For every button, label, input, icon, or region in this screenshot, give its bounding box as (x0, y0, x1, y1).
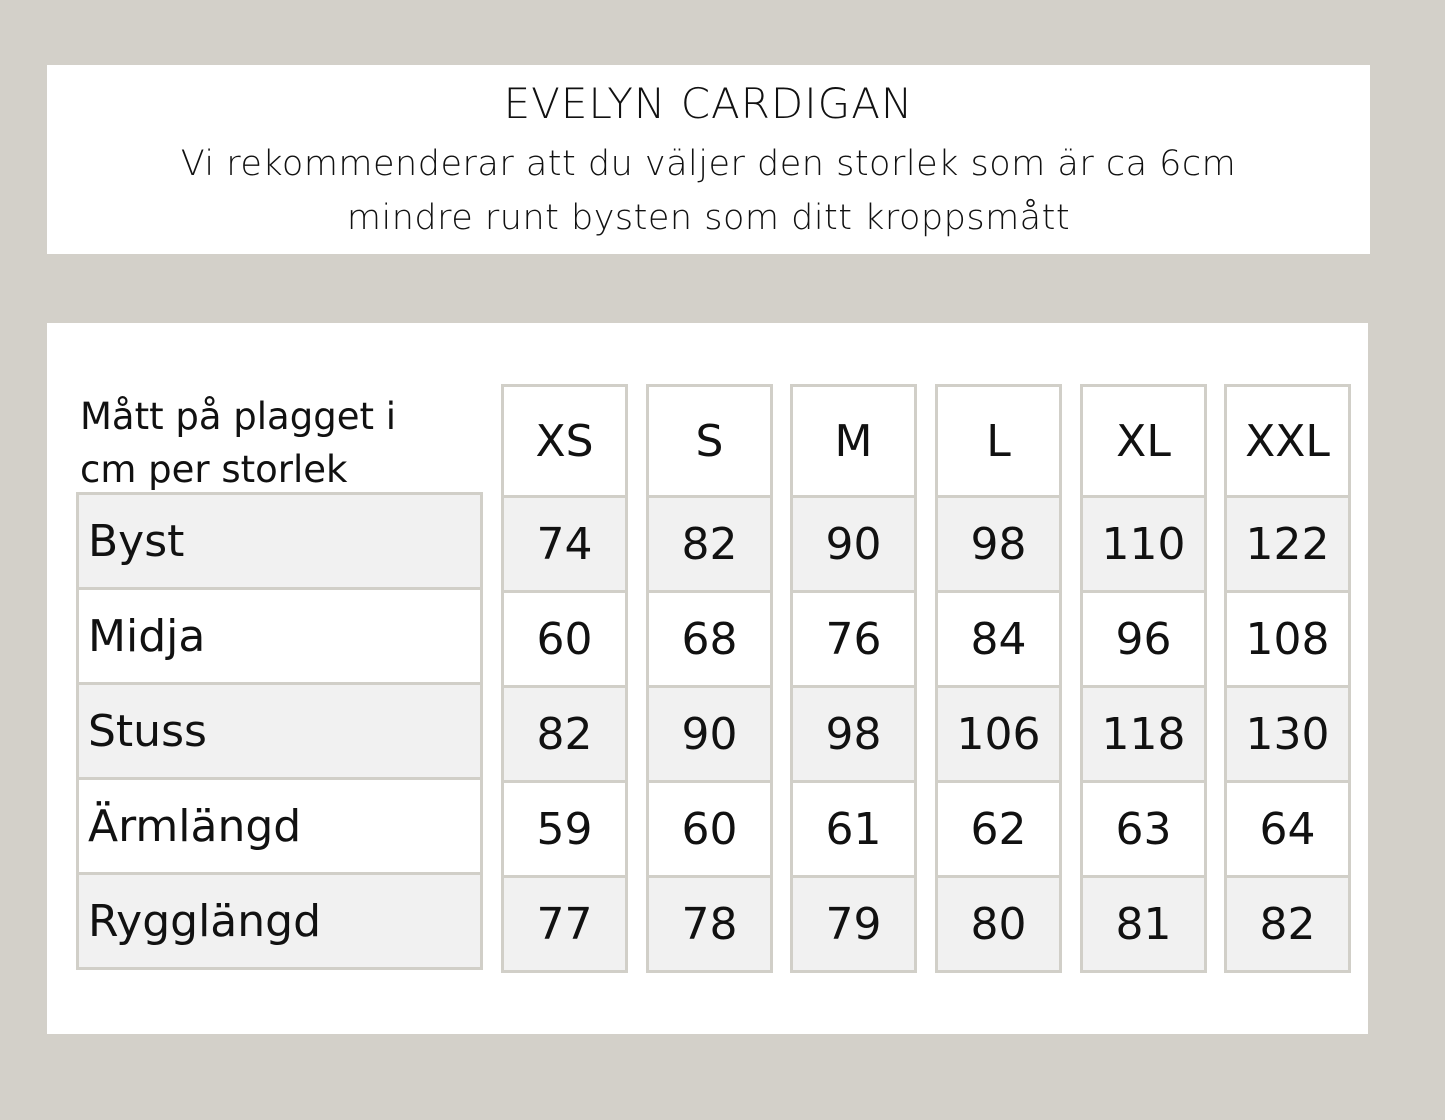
size-column: XS 74 60 82 59 77 (501, 384, 628, 973)
measurement-cell: 77 (501, 875, 628, 973)
measurement-cell: 82 (501, 685, 628, 783)
measurement-cell: 130 (1224, 685, 1351, 783)
size-recommendation: Vi rekommenderar att du väljer den storl… (47, 137, 1370, 245)
size-header: XL (1080, 384, 1207, 498)
size-column: L 98 84 106 62 80 (935, 384, 1062, 973)
row-label: Rygglängd (76, 872, 483, 970)
measurement-cell: 63 (1080, 780, 1207, 878)
measurement-cell: 118 (1080, 685, 1207, 783)
measurement-cell: 79 (790, 875, 917, 973)
measurement-cell: 82 (646, 495, 773, 593)
measurement-cell: 64 (1224, 780, 1351, 878)
header-box: EVELYN CARDIGAN Vi rekommenderar att du … (47, 65, 1370, 254)
measurement-cell: 96 (1080, 590, 1207, 688)
recommendation-line-1: Vi rekommenderar att du väljer den storl… (180, 144, 1237, 184)
measurement-cell: 84 (935, 590, 1062, 688)
measurement-cell: 59 (501, 780, 628, 878)
measurement-cell: 110 (1080, 495, 1207, 593)
row-label: Midja (76, 587, 483, 685)
row-label: Byst (76, 492, 483, 590)
measurement-cell: 122 (1224, 495, 1351, 593)
measurement-cell: 61 (790, 780, 917, 878)
measurement-cell: 74 (501, 495, 628, 593)
measurement-cell: 90 (646, 685, 773, 783)
measurement-cell: 81 (1080, 875, 1207, 973)
measurement-cell: 76 (790, 590, 917, 688)
size-header: XXL (1224, 384, 1351, 498)
size-column: XXL 122 108 130 64 82 (1224, 384, 1351, 973)
size-header: L (935, 384, 1062, 498)
caption-line-2: cm per storlek (80, 448, 348, 491)
recommendation-line-2: mindre runt bysten som ditt kroppsmått (346, 198, 1071, 238)
size-column: M 90 76 98 61 79 (790, 384, 917, 973)
measurement-cell: 82 (1224, 875, 1351, 973)
measurement-cell: 98 (935, 495, 1062, 593)
measurement-cell: 98 (790, 685, 917, 783)
table-caption: Mått på plagget i cm per storlek (80, 390, 396, 496)
size-header: M (790, 384, 917, 498)
row-labels: Byst Midja Stuss Ärmlängd Rygglängd (76, 492, 483, 970)
measurement-cell: 80 (935, 875, 1062, 973)
product-title: EVELYN CARDIGAN (503, 79, 914, 128)
size-header: XS (501, 384, 628, 498)
measurement-cell: 108 (1224, 590, 1351, 688)
measurement-cell: 106 (935, 685, 1062, 783)
measurement-cell: 78 (646, 875, 773, 973)
size-column: S 82 68 90 60 78 (646, 384, 773, 973)
size-column: XL 110 96 118 63 81 (1080, 384, 1207, 973)
size-header: S (646, 384, 773, 498)
measurement-cell: 90 (790, 495, 917, 593)
row-label: Ärmlängd (76, 777, 483, 875)
measurement-cell: 68 (646, 590, 773, 688)
caption-line-1: Mått på plagget i (80, 395, 397, 438)
measurement-cell: 62 (935, 780, 1062, 878)
measurement-cell: 60 (501, 590, 628, 688)
row-label: Stuss (76, 682, 483, 780)
measurement-cell: 60 (646, 780, 773, 878)
